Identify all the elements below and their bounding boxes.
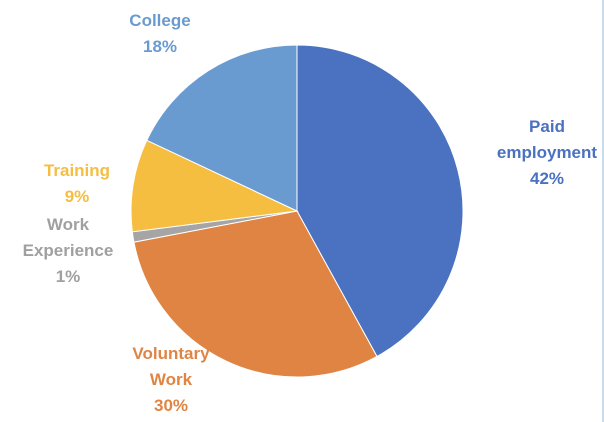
pie-label-line: Paid (529, 117, 565, 136)
pie-label-training: Training 9% (44, 161, 110, 206)
pie-label-line: Work (150, 370, 193, 389)
pie-label-college: College 18% (129, 11, 190, 56)
pie-slice-training (130, 139, 299, 233)
pie-label-line: 30% (154, 396, 188, 415)
pie-label-line: Voluntary (132, 344, 210, 363)
pie-label-work-experience: Work Experience 1% (23, 215, 114, 286)
pie-label-paid-employment: Paid employment 42% (497, 117, 597, 188)
pie-label-line: Work (47, 215, 90, 234)
pie-slices (130, 44, 464, 378)
pie-label-line: 18% (143, 37, 177, 56)
pie-label-voluntary-work: Voluntary Work 30% (132, 344, 210, 415)
pie-slice-college (146, 44, 298, 212)
pie-label-line: Experience (23, 241, 114, 260)
pie-slice-voluntary-work (133, 210, 378, 378)
pie-label-line: Training (44, 161, 110, 180)
pie-slice-paid-employment (296, 44, 464, 358)
pie-label-line: College (129, 11, 190, 30)
pie-label-line: 42% (530, 169, 564, 188)
pie-label-line: 1% (56, 267, 81, 286)
pie-label-line: employment (497, 143, 597, 162)
pie-labels: Paid employment 42% Voluntary Work 30% Work Exp… (23, 11, 598, 415)
pie-label-line: 9% (65, 187, 90, 206)
